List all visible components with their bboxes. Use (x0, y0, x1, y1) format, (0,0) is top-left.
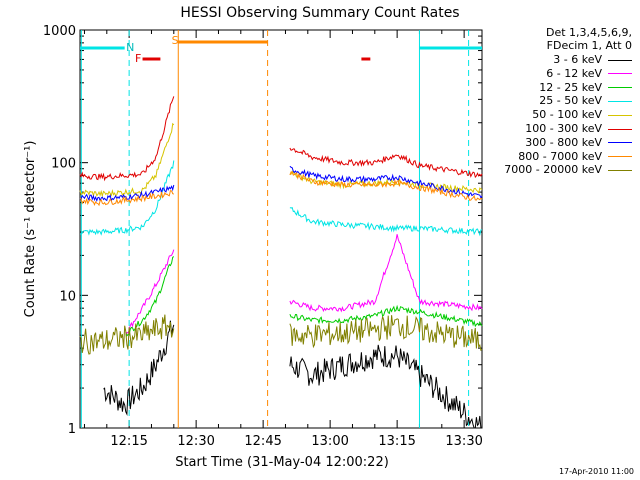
series-line (289, 304, 483, 328)
y-tick-label: 100 (51, 157, 76, 172)
y-tick-label: 1 (68, 422, 76, 437)
legend-swatch (608, 59, 632, 61)
x-axis-label: Start Time (31-May-04 12:00:22) (175, 455, 389, 470)
series-line (103, 320, 175, 416)
legend-entry: 100 - 300 keV (525, 122, 632, 135)
series-line (79, 314, 175, 355)
series-line (79, 184, 175, 203)
series-line (289, 344, 482, 429)
legend-entry-label: 800 - 7000 keV (518, 149, 602, 163)
series-line (79, 160, 175, 236)
y-tick-label: 1000 (43, 24, 76, 39)
legend-entry: 800 - 7000 keV (518, 150, 632, 163)
legend-entry-label: 50 - 100 keV (532, 108, 602, 122)
flare-flag-label: F (135, 52, 141, 65)
legend-swatch (608, 156, 632, 158)
series-line (289, 171, 483, 201)
legend-entry: 6 - 12 keV (546, 67, 632, 80)
legend-entry-label: 25 - 50 keV (539, 94, 602, 108)
series-line (79, 96, 175, 182)
legend-swatch (608, 87, 632, 89)
legend-entry: 50 - 100 keV (532, 108, 632, 121)
x-tick-label: 13:30 (445, 434, 482, 449)
legend-entry-label: 7000 - 20000 keV (504, 163, 602, 177)
legend-entry-label: 100 - 300 keV (525, 122, 602, 135)
legend-entry-label: 3 - 6 keV (553, 53, 602, 66)
x-tick-label: 12:45 (244, 434, 281, 449)
series-line (289, 165, 483, 200)
legend-swatch (608, 100, 632, 102)
legend-entry: 25 - 50 keV (539, 94, 632, 107)
saa-flag-label: S (172, 34, 179, 47)
x-tick-label: 12:15 (110, 434, 147, 449)
legend-entry-label: 300 - 800 keV (525, 135, 602, 149)
night-flag-label: N (126, 41, 134, 54)
legend-swatch (608, 73, 632, 75)
series-line (125, 249, 175, 336)
y-axis-label: Count Rate (s⁻¹ detector⁻¹) (23, 141, 38, 318)
chart-title: HESSI Observing Summary Count Rates (180, 5, 459, 21)
series-line (289, 170, 483, 194)
series-line (289, 206, 483, 237)
timestamp: 17-Apr-2010 11:00 (558, 467, 634, 476)
legend-entry-label: 6 - 12 keV (546, 66, 602, 80)
legend-entry: 300 - 800 keV (525, 136, 632, 149)
legend-entry-label: 12 - 25 keV (539, 80, 602, 94)
legend-swatch (608, 169, 632, 171)
legend-entry: 3 - 6 keV (553, 53, 632, 66)
x-tick-label: 13:00 (311, 434, 348, 449)
series-line (289, 315, 483, 352)
legend-swatch (608, 142, 632, 144)
legend-swatch (608, 114, 632, 116)
x-tick-label: 12:30 (177, 434, 214, 449)
series-line (125, 256, 175, 337)
legend-header-1: Det 1,3,4,5,6,9, (545, 26, 632, 39)
legend-entry: 7000 - 20000 keV (504, 163, 632, 176)
legend-swatch (608, 128, 632, 130)
plot-frame (79, 29, 483, 429)
series-line (289, 147, 483, 179)
series-line (79, 122, 175, 198)
legend-header-2: FDecim 1, Att 0 (546, 39, 632, 52)
series-line (289, 234, 483, 313)
x-tick-label: 13:15 (378, 434, 415, 449)
series-line (79, 190, 175, 207)
legend-entry: 12 - 25 keV (539, 81, 632, 94)
y-tick-label: 10 (59, 289, 76, 304)
